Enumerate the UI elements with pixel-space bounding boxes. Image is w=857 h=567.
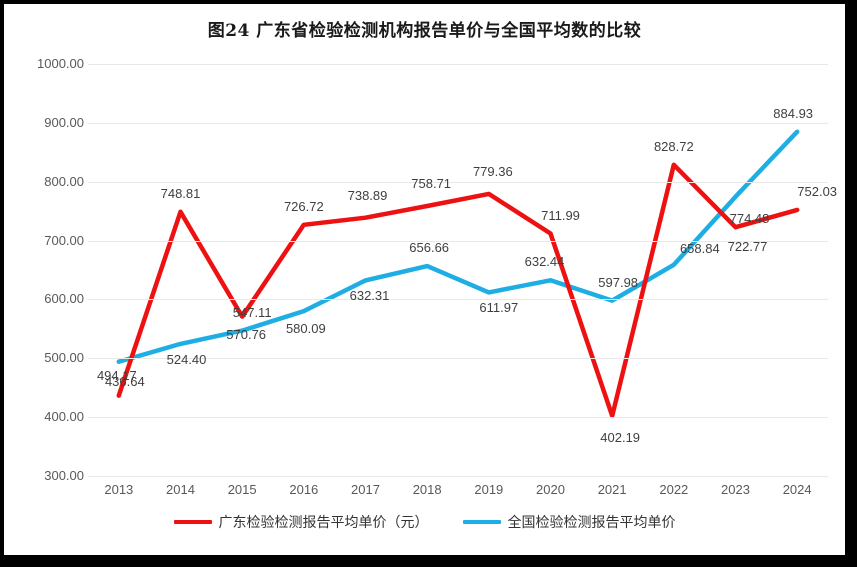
gridline xyxy=(88,358,828,360)
legend-swatch-icon xyxy=(462,520,501,524)
chart-legend: 广东检验检测报告平均单价（元） 全国检验检测报告平均单价 xyxy=(4,512,845,532)
legend-entry[interactable]: 全国检验检测报告平均单价 xyxy=(462,512,676,532)
x-tick-label: 2023 xyxy=(721,482,750,497)
series-lines xyxy=(116,129,800,419)
gridline xyxy=(88,181,828,183)
data-label-guangdong: 752.03 xyxy=(797,183,838,199)
x-tick-label: 2014 xyxy=(166,482,195,497)
y-axis: 1000.00 900.00 800.00 700.00 600.00 500.00 400… xyxy=(4,56,84,483)
data-label-national: 658.84 xyxy=(679,240,720,256)
gridline xyxy=(88,299,828,301)
x-tick-label: 2017 xyxy=(351,482,380,497)
data-label-guangdong: 748.81 xyxy=(160,185,201,201)
gridline xyxy=(88,240,828,242)
data-label-guangdong: 711.99 xyxy=(541,207,580,223)
legend-label: 广东检验检测报告平均单价（元） xyxy=(218,515,429,531)
y-tick-label: 300.00 xyxy=(44,468,84,483)
line-guangdong xyxy=(116,162,800,419)
y-tick-label: 500.00 xyxy=(44,350,84,366)
x-tick-label: 2013 xyxy=(104,482,134,497)
x-tick-label: 2024 xyxy=(782,482,812,497)
x-axis: 2013 2014 2015 2016 2017 2018 2019 2020 2021 2022… xyxy=(88,482,828,504)
data-label-national: 597.98 xyxy=(598,274,639,290)
line-national xyxy=(116,129,800,364)
y-tick-label: 800.00 xyxy=(44,173,84,189)
data-label-guangdong: 436.64 xyxy=(104,373,145,389)
y-tick-label: 400.00 xyxy=(44,409,84,425)
data-label-national: 632.44 xyxy=(524,254,565,270)
data-label-national: 580.09 xyxy=(285,321,326,337)
x-tick-label: 2021 xyxy=(597,482,627,497)
data-label-guangdong: 779.36 xyxy=(472,163,513,179)
data-label-national: 884.93 xyxy=(773,105,814,121)
data-label-guangdong: 726.72 xyxy=(283,198,324,214)
data-label-national: 632.31 xyxy=(349,288,390,304)
data-label-national: 611.97 xyxy=(479,300,519,316)
y-tick-label: 700.00 xyxy=(44,232,84,248)
plot-area: 436.64 748.81 570.76 726.72 738.89 758.71 779.… xyxy=(88,64,837,477)
legend-label: 全国检验检测报告平均单价 xyxy=(507,515,676,531)
y-tick-label: 600.00 xyxy=(44,291,84,307)
x-tick-label: 2022 xyxy=(659,482,689,497)
data-label-guangdong: 722.77 xyxy=(727,239,768,255)
data-label-guangdong: 828.72 xyxy=(653,138,694,154)
data-label-national: 774.48 xyxy=(729,210,770,226)
gridline xyxy=(88,64,828,65)
gridline xyxy=(88,476,828,477)
gridline xyxy=(88,417,828,419)
data-label-national: 494.17 xyxy=(96,367,137,383)
data-label-guangdong: 402.19 xyxy=(600,429,641,445)
data-label-guangdong: 758.71 xyxy=(411,176,452,192)
data-label-national: 656.66 xyxy=(409,240,450,256)
x-tick-label: 2018 xyxy=(412,482,442,497)
data-label-guangdong: 570.76 xyxy=(226,326,267,342)
y-tick-label: 1000.00 xyxy=(37,56,84,71)
x-tick-label: 2016 xyxy=(289,482,319,497)
chart-title: 图24 广东省检验检测机构报告单价与全国平均数的比较 xyxy=(207,21,642,41)
x-tick-label: 2015 xyxy=(227,482,257,497)
data-label-national: 547.11 xyxy=(232,304,272,320)
x-tick-label: 2020 xyxy=(536,482,565,497)
gridline xyxy=(88,122,828,124)
y-tick-label: 900.00 xyxy=(44,114,84,130)
data-label-national: 524.40 xyxy=(166,351,207,367)
legend-swatch-icon xyxy=(173,520,212,524)
chart-figure: 图24 广东省检验检测机构报告单价与全国平均数的比较 1000.00 900.00… xyxy=(4,4,845,555)
legend-entry[interactable]: 广东检验检测报告平均单价（元） xyxy=(173,512,429,532)
data-label-guangdong: 738.89 xyxy=(347,187,388,203)
x-tick-label: 2019 xyxy=(474,482,504,497)
